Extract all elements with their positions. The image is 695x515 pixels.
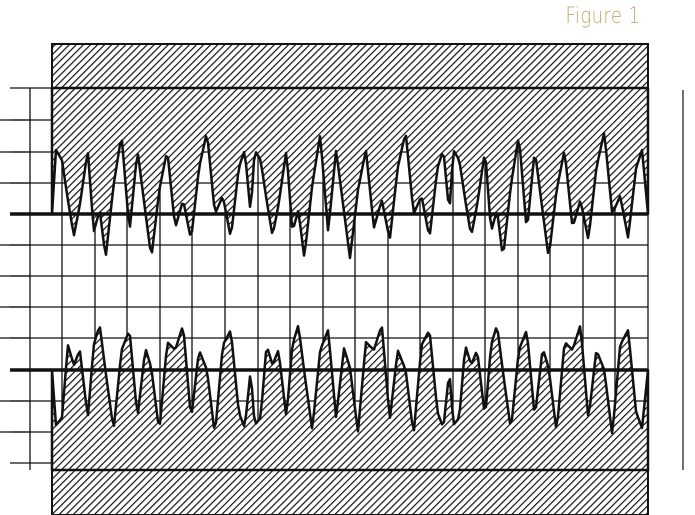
top-hatched-band [51,43,649,89]
bottom-hatched-band [51,469,649,515]
figure-label: Figure 1 [565,4,640,29]
lower-waveform-area [50,324,650,472]
upper-waveform-area [50,86,650,260]
